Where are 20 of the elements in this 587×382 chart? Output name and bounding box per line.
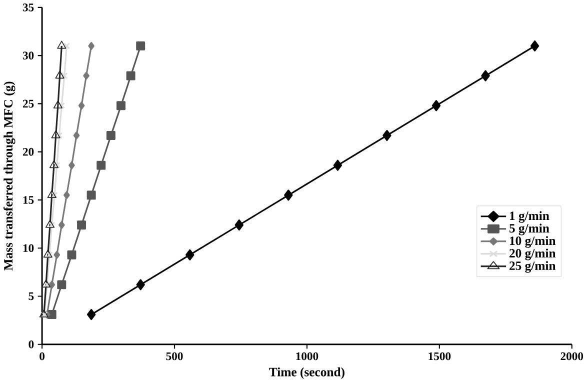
y-tick-label: 25 [22, 100, 34, 108]
x-axis-title: Time (second) [269, 367, 344, 379]
y-tick-label: 15 [23, 196, 34, 204]
legend-label: 1 g/min [510, 210, 550, 223]
x-tick-label: 1000 [296, 352, 318, 360]
x-tick-label: 1500 [428, 352, 451, 360]
y-tick-label: 20 [22, 148, 34, 156]
y-tick-label: 5 [28, 292, 34, 300]
y-tick-label: 30 [22, 51, 34, 60]
x-tick-label: 500 [166, 352, 183, 360]
y-axis-title: Mass transferred through MFC (g) [4, 82, 16, 270]
y-tick-label: 0 [28, 340, 34, 348]
legend-label: 25 g/min [510, 260, 556, 273]
legend-label: 10 g/min [510, 236, 556, 248]
x-tick-label: 2000 [560, 352, 584, 360]
legend-label: 20 g/min [510, 248, 556, 260]
y-tick-label: 10 [23, 244, 34, 252]
x-tick-label: 0 [40, 352, 45, 360]
y-tick-label: 35 [22, 3, 34, 12]
legend-label: 5 g/min [509, 223, 550, 236]
